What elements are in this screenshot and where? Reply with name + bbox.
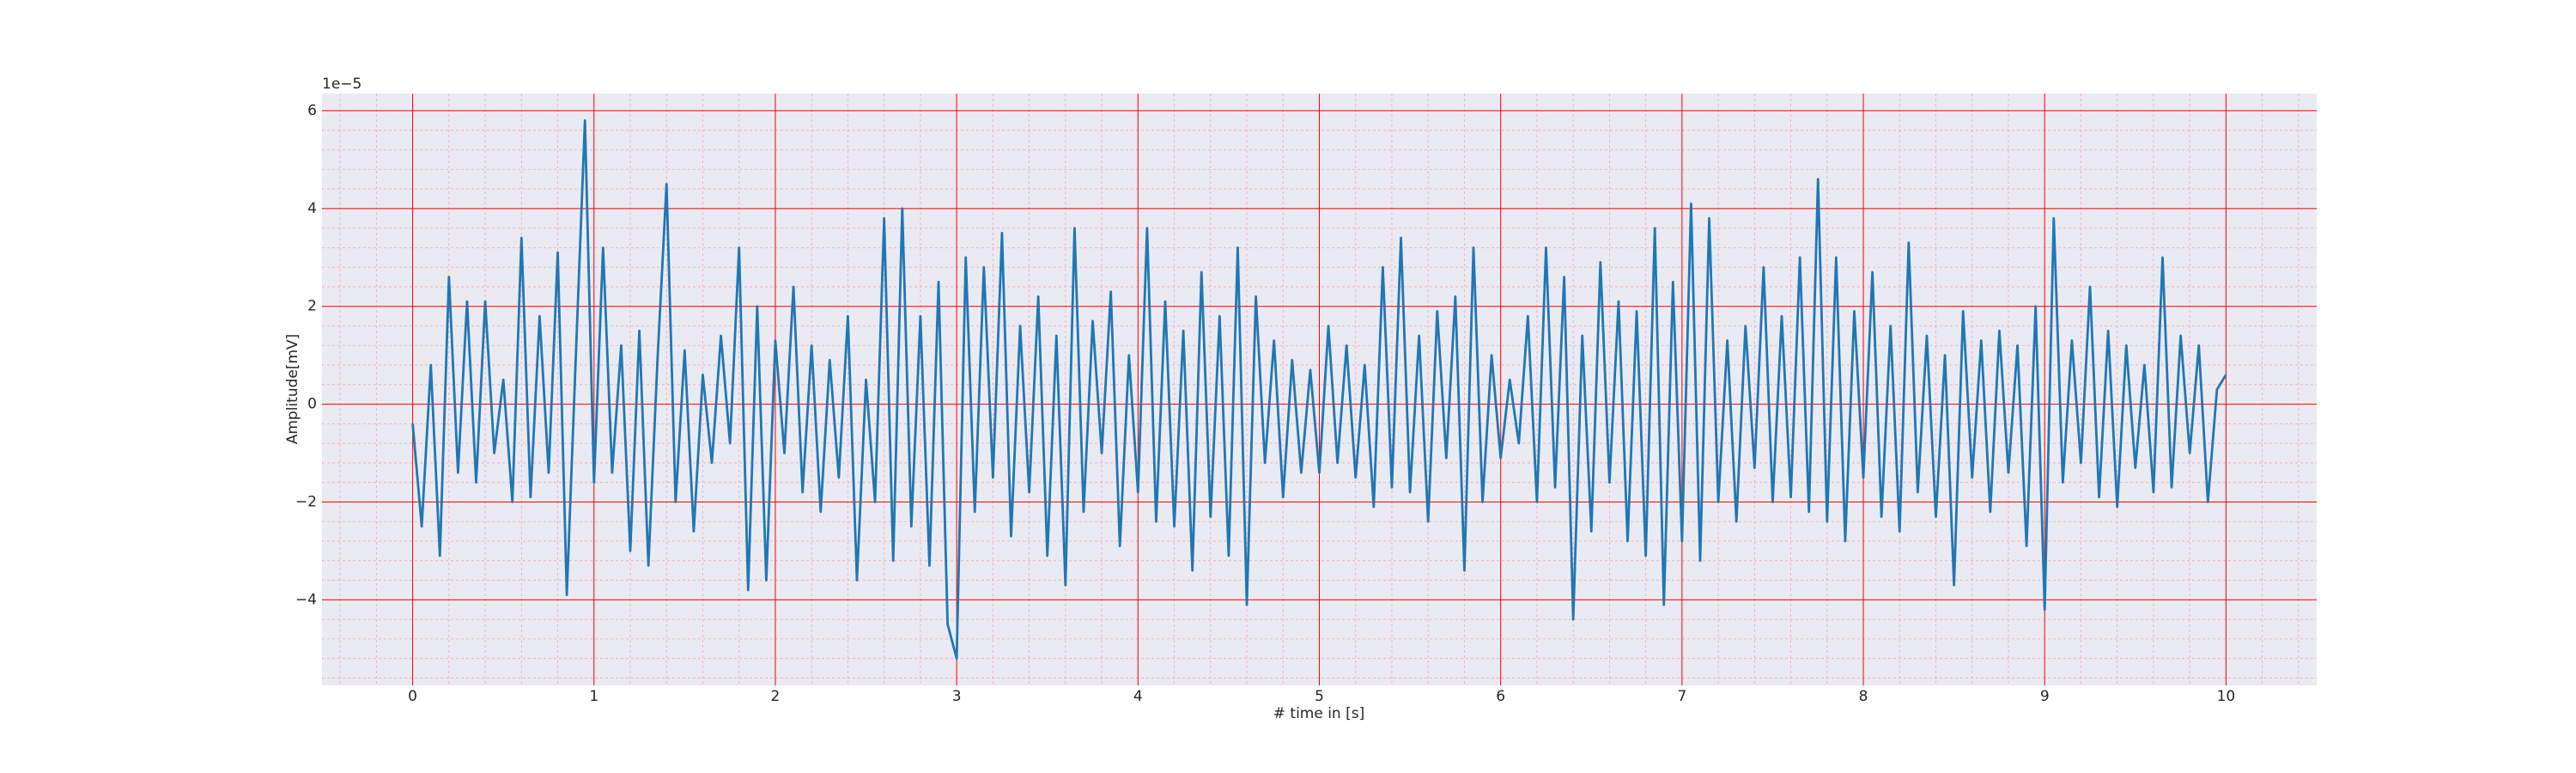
y-tick-label: −4 — [295, 591, 317, 608]
x-tick-label: 2 — [771, 688, 781, 705]
x-tick-label: 9 — [2040, 688, 2050, 705]
y-tick-label: 6 — [307, 102, 317, 119]
x-tick-label: 7 — [1677, 688, 1686, 705]
x-tick-label: 4 — [1133, 688, 1143, 705]
x-axis-label: # time in [s] — [1273, 705, 1364, 722]
x-tick-label: 10 — [2217, 688, 2236, 705]
x-tick-label: 5 — [1315, 688, 1324, 705]
x-tick-label: 3 — [952, 688, 962, 705]
x-tick-label: 0 — [408, 688, 417, 705]
y-tick-label: 4 — [307, 200, 317, 217]
x-tick-label: 1 — [589, 688, 598, 705]
y-axis-label: Amplitude[mV] — [284, 334, 301, 445]
x-tick-label: 6 — [1496, 688, 1505, 705]
y-tick-label: −2 — [295, 493, 317, 510]
y-tick-label: 0 — [307, 396, 317, 413]
offset-text: 1e−5 — [322, 76, 361, 93]
y-tick-label: 2 — [307, 298, 317, 315]
signal-line — [411, 119, 2227, 660]
x-tick-label: 8 — [1859, 688, 1868, 705]
